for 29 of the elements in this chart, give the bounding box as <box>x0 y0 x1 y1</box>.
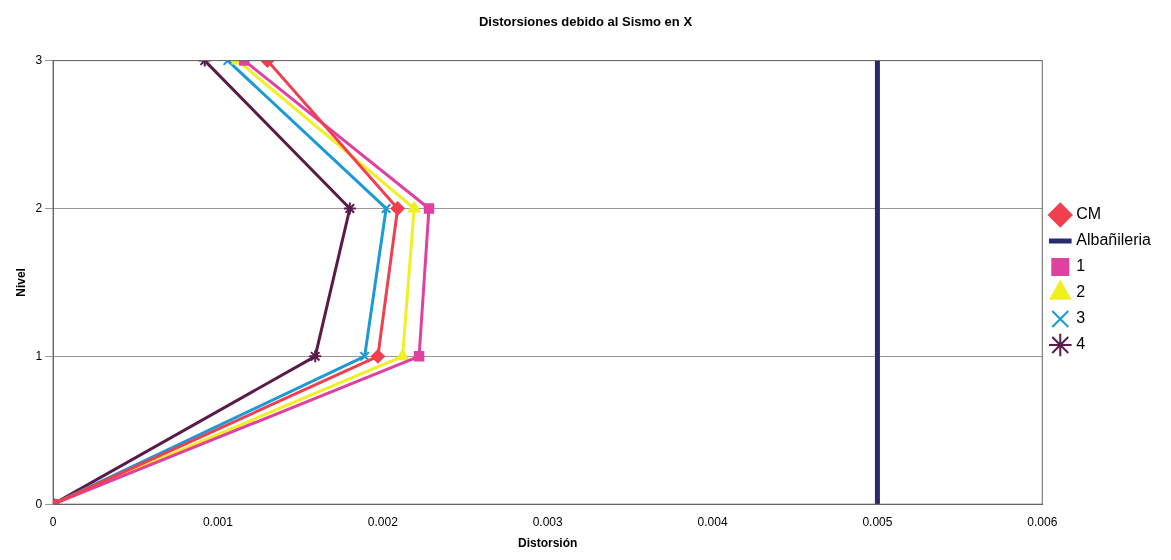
point <box>390 201 405 216</box>
legend-label: 1 <box>1076 257 1086 275</box>
y-axis-title: Nivel <box>13 268 28 297</box>
x-tick-label: 0.003 <box>532 514 564 529</box>
chart-title: Distorsiones debido al Sismo en X <box>478 14 693 30</box>
x-tick-label: 0.001 <box>202 514 234 529</box>
x-tick-label: 0 <box>49 514 57 529</box>
point <box>423 203 435 214</box>
legend-label: 3 <box>1076 309 1086 327</box>
point <box>396 349 409 361</box>
point <box>308 349 323 364</box>
point <box>359 351 370 362</box>
point <box>342 201 357 216</box>
point <box>370 349 385 364</box>
y-tick-label: 1 <box>35 348 43 363</box>
y-tick-label: 2 <box>35 200 43 215</box>
legend-label: Albañileria <box>1076 231 1152 249</box>
x-tick-label: 0.005 <box>862 514 893 529</box>
x-tick-label: 0.004 <box>697 514 728 529</box>
x-tick-label: 0.006 <box>1027 514 1058 529</box>
legend-label: 4 <box>1076 335 1086 353</box>
x-axis-title: Distorsión <box>518 536 578 551</box>
point <box>413 351 425 362</box>
legend-label: 2 <box>1076 283 1086 301</box>
point <box>380 203 392 214</box>
y-tick-label: 0 <box>35 496 43 511</box>
y-tick-label: 3 <box>35 52 43 67</box>
x-tick-label: 0.002 <box>367 514 399 529</box>
legend-label: CM <box>1076 205 1102 223</box>
